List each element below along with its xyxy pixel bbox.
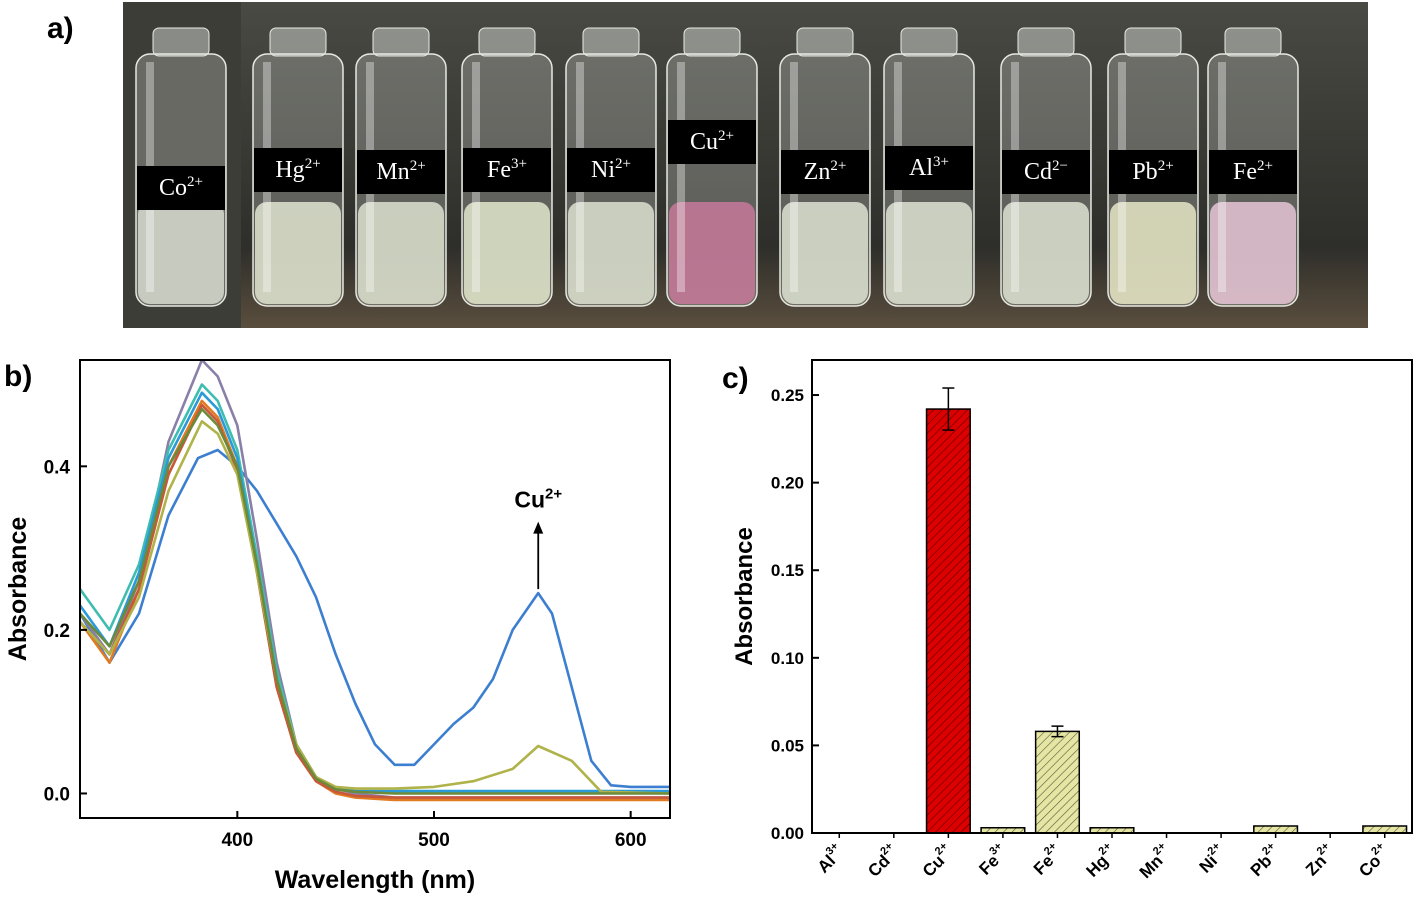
vial-label: Zn2+ [781,150,869,194]
y-tick-label: 0.15 [771,561,804,580]
panel-label-a: a) [47,12,74,45]
y-tick-label: 0.10 [771,649,804,668]
vials-photo: Co2+ Hg2+ Mn2+ Fe3+ Ni2+ Cu2+ Zn2+ Al3+ Cd2− Pb2+… [123,2,1368,328]
x-tick-label: 400 [221,830,253,851]
vial-label: Al3+ [885,146,973,190]
vial-label: Hg2+ [254,148,342,192]
spectrum-line [80,360,670,799]
vial-label: Cd2− [1002,150,1090,194]
annotation-label: Cu2+ [514,486,562,513]
vial-label: Fe2+ [1209,150,1297,194]
category-label: Pb2+ [1245,840,1285,880]
y-tick-label: 0.0 [44,784,70,805]
y-tick-label: 0.00 [771,824,804,843]
vial-label: Co2+ [137,166,225,210]
bar [1253,825,1299,834]
spectrum-line [80,448,670,789]
y-tick-label: 0.25 [771,386,804,405]
x-axis-title: Wavelength (nm) [275,866,475,894]
category-label: Hg2+ [1080,840,1120,880]
category-label: Cu2+ [917,840,957,880]
x-tick-label: 500 [418,830,450,851]
spectrum-line [80,403,670,799]
panel-label-c: c) [722,362,749,395]
category-label: Al3+ [812,840,848,876]
vial [666,27,758,307]
vial-label: Fe3+ [463,148,551,192]
vial-label: Pb2+ [1109,150,1197,194]
category-label: Ni2+ [1193,840,1229,876]
category-label: Fe3+ [973,840,1011,878]
uv-vis-spectra-chart: 400 500 600 0.0 0.2 0.4 Wavelength (nm) Absorba… [4,359,671,894]
category-label: Fe2+ [1028,840,1066,878]
y-tick-label: 0.05 [771,736,804,755]
annotation-arrowhead [533,521,544,534]
y-tick-label: 0.2 [44,621,70,642]
plot-frame [811,359,1413,834]
bar [925,408,971,834]
vial-label: Cu2+ [668,120,756,164]
x-tick-label: 600 [615,830,647,851]
y-axis-title: Absorbance [731,527,758,666]
vial-label: Mn2+ [357,150,445,194]
category-label: Co2+ [1353,840,1393,880]
y-axis-title: Absorbance [4,517,32,662]
bar [1034,730,1081,834]
vial-label: Ni2+ [567,148,655,192]
plot-frame [79,359,671,819]
y-tick-label: 0.4 [44,457,71,478]
category-label: Cd2+ [862,840,902,880]
category-label: Mn2+ [1134,840,1176,882]
spectrum-line [80,407,670,795]
category-label: Zn2+ [1300,840,1339,879]
absorbance-bar-chart: Al3+ Cd2+ Cu2+ Fe3+ Fe2+ Hg2+ Mn2+ Ni2+ Pb2+ Zn2+… [731,359,1413,882]
y-tick-label: 0.20 [771,474,804,493]
bar [1362,825,1408,834]
panel-label-b: b) [4,360,33,393]
